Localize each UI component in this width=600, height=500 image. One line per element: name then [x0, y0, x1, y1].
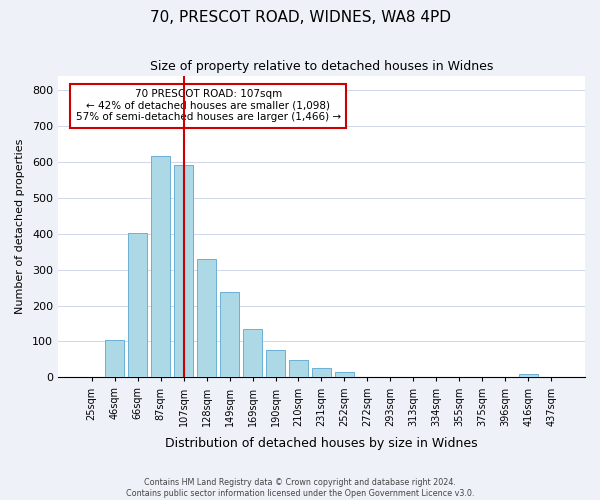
- Bar: [266, 350, 285, 378]
- Bar: [105, 340, 124, 378]
- Bar: [518, 374, 538, 378]
- Text: 70 PRESCOT ROAD: 107sqm
← 42% of detached houses are smaller (1,098)
57% of semi: 70 PRESCOT ROAD: 107sqm ← 42% of detache…: [76, 89, 341, 122]
- Bar: [151, 156, 170, 378]
- Bar: [220, 292, 239, 378]
- Title: Size of property relative to detached houses in Widnes: Size of property relative to detached ho…: [150, 60, 493, 73]
- Bar: [311, 368, 331, 378]
- X-axis label: Distribution of detached houses by size in Widnes: Distribution of detached houses by size …: [165, 437, 478, 450]
- Bar: [174, 166, 193, 378]
- Text: Contains HM Land Registry data © Crown copyright and database right 2024.
Contai: Contains HM Land Registry data © Crown c…: [126, 478, 474, 498]
- Bar: [289, 360, 308, 378]
- Bar: [128, 233, 148, 378]
- Text: 70, PRESCOT ROAD, WIDNES, WA8 4PD: 70, PRESCOT ROAD, WIDNES, WA8 4PD: [149, 10, 451, 25]
- Bar: [243, 329, 262, 378]
- Y-axis label: Number of detached properties: Number of detached properties: [15, 139, 25, 314]
- Bar: [335, 372, 354, 378]
- Bar: [197, 259, 217, 378]
